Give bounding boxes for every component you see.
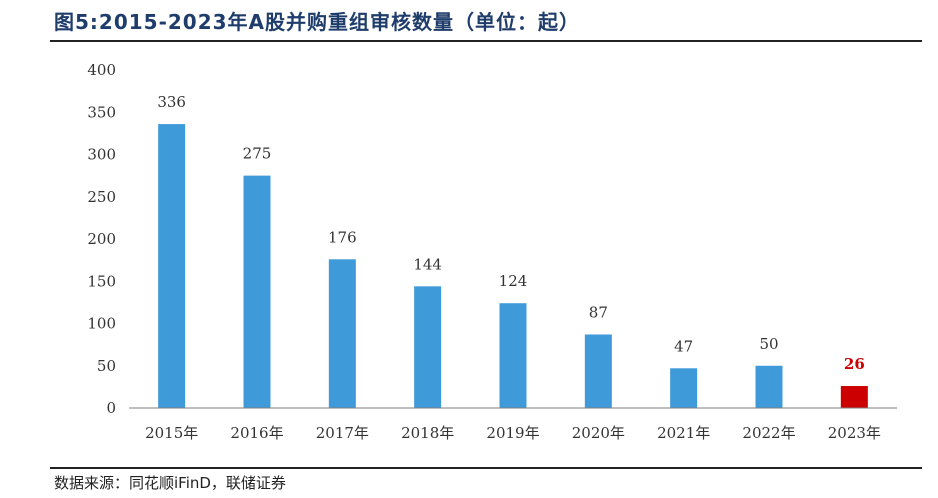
bar: [499, 303, 527, 408]
data-label: 50: [759, 335, 778, 353]
x-tick-label: 2021年: [657, 424, 710, 442]
bar: [584, 334, 612, 408]
bar: [840, 386, 868, 408]
data-label: 47: [674, 337, 693, 355]
data-label: 336: [157, 93, 186, 111]
bar: [158, 124, 186, 408]
bar: [243, 175, 271, 408]
x-axis: 2015年 2016年 2017年 2018年 2019年 2020年 2021年 2022年…: [129, 407, 897, 442]
y-tick-label: 300: [87, 146, 116, 164]
data-label: 87: [589, 303, 608, 321]
x-tick-label: 2018年: [401, 424, 454, 442]
bar: [670, 368, 698, 408]
y-tick-label: 100: [87, 315, 116, 333]
data-label: 144: [413, 255, 442, 273]
figure-title: 图5:2015-2023年A股并购重组审核数量（单位：起）: [54, 10, 581, 34]
y-tick-label: 400: [87, 61, 116, 79]
y-tick-label: 350: [87, 103, 116, 121]
y-axis: 0 50 100 150 200 250 300 350 400: [87, 61, 116, 417]
y-tick-label: 200: [87, 230, 116, 248]
data-label: 124: [499, 272, 528, 290]
data-label: 275: [243, 145, 272, 163]
source-rule: [50, 467, 922, 469]
bar: [755, 365, 783, 408]
data-labels: 336 275 176 144 124 87 47 50 26: [157, 93, 864, 373]
x-tick-label: 2022年: [742, 424, 795, 442]
title-rule: [50, 40, 922, 42]
bar: [328, 259, 356, 408]
y-tick-label: 250: [87, 188, 116, 206]
x-tick-label: 2019年: [486, 424, 539, 442]
source-note: 数据来源：同花顺iFinD，联储证券: [54, 474, 286, 492]
data-label: 26: [844, 355, 865, 373]
y-tick-label: 150: [87, 272, 116, 290]
y-tick-label: 50: [97, 357, 116, 375]
x-tick-label: 2015年: [145, 424, 198, 442]
x-tick-label: 2020年: [572, 424, 625, 442]
x-tick-label: 2016年: [230, 424, 283, 442]
x-tick-label: 2023年: [828, 424, 881, 442]
bar: [414, 286, 442, 408]
data-label: 176: [328, 228, 357, 246]
y-tick-label: 0: [106, 399, 116, 417]
x-tick-label: 2017年: [316, 424, 369, 442]
bars: [158, 124, 868, 408]
